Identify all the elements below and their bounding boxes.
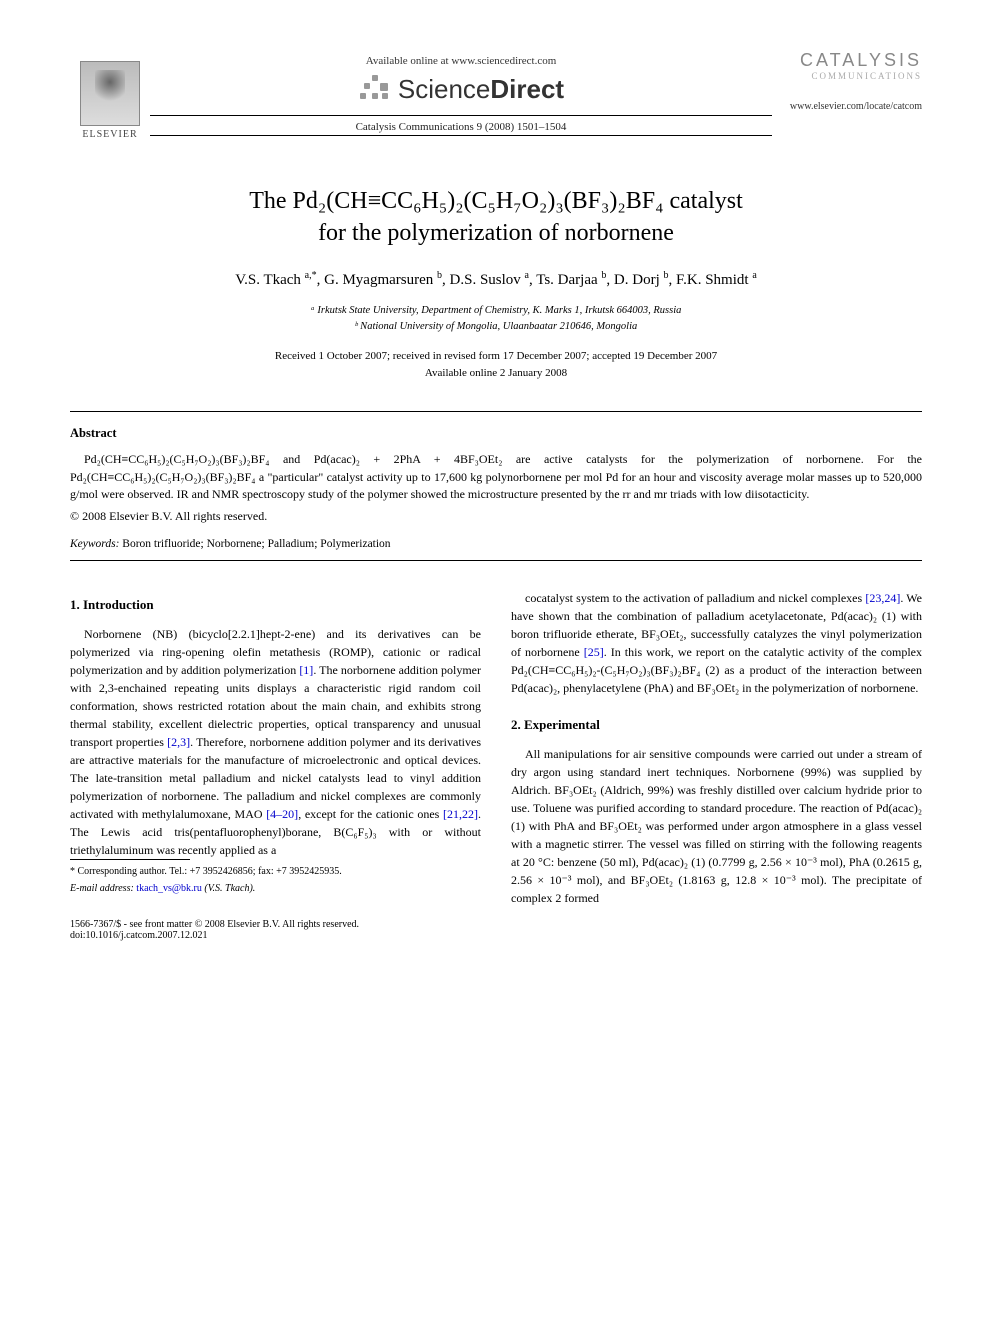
elsevier-tree-icon [80, 61, 140, 126]
center-header: Available online at www.sciencedirect.co… [150, 50, 772, 138]
abstract-text: Pd₂(CH≡CC₆H₅)₂(C₅H₇O₂)₃(BF₃)₂BF₄ and Pd(… [70, 451, 922, 503]
article-title: The Pd₂(CH≡CC₆H₅)₂(C₅H₇O₂)₃(BF₃)₂BF₄ cat… [110, 185, 882, 250]
email-label: E-mail address: [70, 883, 134, 894]
locate-url[interactable]: www.elsevier.com/locate/catcom [772, 101, 922, 112]
header-row: ELSEVIER Available online at www.science… [70, 50, 922, 140]
email-link[interactable]: tkach_vs@bk.ru [136, 883, 202, 894]
ref-link-21-22[interactable]: [21,22] [443, 807, 478, 821]
issn-line: 1566-7367/$ - see front matter © 2008 El… [70, 919, 922, 930]
affiliation-a: ᵃ Irkutsk State University, Department o… [70, 303, 922, 319]
sciencedirect-suffix: Direct [490, 74, 564, 104]
article-dates: Received 1 October 2007; received in rev… [70, 348, 922, 381]
intro-paragraph-2: cocatalyst system to the activation of p… [511, 589, 922, 697]
journal-logo: CATALYSIS COMMUNICATIONS www.elsevier.co… [772, 50, 922, 112]
footer: 1566-7367/$ - see front matter © 2008 El… [70, 919, 922, 941]
title-line1: The Pd₂(CH≡CC₆H₅)₂(C₅H₇O₂)₃(BF₃)₂BF₄ cat… [249, 188, 743, 214]
title-line2: for the polymerization of norbornene [318, 220, 674, 246]
elsevier-label: ELSEVIER [82, 129, 137, 140]
journal-reference: Catalysis Communications 9 (2008) 1501–1… [150, 121, 772, 133]
available-date: Available online 2 January 2008 [70, 365, 922, 382]
experimental-heading: 2. Experimental [511, 715, 922, 735]
intro-text-2a: cocatalyst system to the activation of p… [525, 591, 865, 605]
journal-subtitle: COMMUNICATIONS [772, 71, 922, 81]
intro-paragraph-1: Norbornene (NB) (bicyclo[2.2.1]hept-2-en… [70, 625, 481, 859]
body-columns: 1. Introduction Norbornene (NB) (bicyclo… [70, 589, 922, 907]
email-line: E-mail address: tkach_vs@bk.ru (V.S. Tka… [70, 881, 481, 896]
corresponding-author: * Corresponding author. Tel.: +7 3952426… [70, 864, 481, 879]
affiliations: ᵃ Irkutsk State University, Department o… [70, 303, 922, 335]
available-online-text: Available online at www.sciencedirect.co… [150, 55, 772, 67]
sciencedirect-prefix: Science [398, 74, 491, 104]
ref-link-23-24[interactable]: [23,24] [865, 591, 900, 605]
intro-text-1d: , except for the cationic ones [298, 807, 443, 821]
abstract-copyright: © 2008 Elsevier B.V. All rights reserved… [70, 509, 922, 524]
journal-name: CATALYSIS [772, 50, 922, 71]
introduction-heading: 1. Introduction [70, 595, 481, 615]
sciencedirect-logo: ScienceDirect [150, 73, 772, 105]
doi-line: doi:10.1016/j.catcom.2007.12.021 [70, 930, 922, 941]
experimental-paragraph-1: All manipulations for air sensitive comp… [511, 745, 922, 907]
footnote-separator [70, 859, 190, 860]
elsevier-logo: ELSEVIER [70, 50, 150, 140]
keywords-text: Boron trifluoride; Norbornene; Palladium… [122, 538, 390, 550]
ref-link-2-3[interactable]: [2,3] [167, 735, 190, 749]
ref-link-4-20[interactable]: [4–20] [266, 807, 298, 821]
keywords: Keywords: Boron trifluoride; Norbornene;… [70, 538, 922, 550]
abstract-label: Abstract [70, 426, 922, 441]
sciencedirect-icon [358, 73, 390, 105]
ref-link-25[interactable]: [25] [584, 645, 604, 659]
received-date: Received 1 October 2007; received in rev… [70, 348, 922, 365]
sciencedirect-wordmark: ScienceDirect [398, 74, 564, 105]
email-tail: (V.S. Tkach). [204, 883, 255, 894]
affiliation-b: ᵇ National University of Mongolia, Ulaan… [70, 319, 922, 335]
keywords-label: Keywords: [70, 538, 119, 550]
ref-link-1[interactable]: [1] [299, 663, 313, 677]
authors: V.S. Tkach a,*, G. Myagmarsuren b, D.S. … [70, 270, 922, 289]
